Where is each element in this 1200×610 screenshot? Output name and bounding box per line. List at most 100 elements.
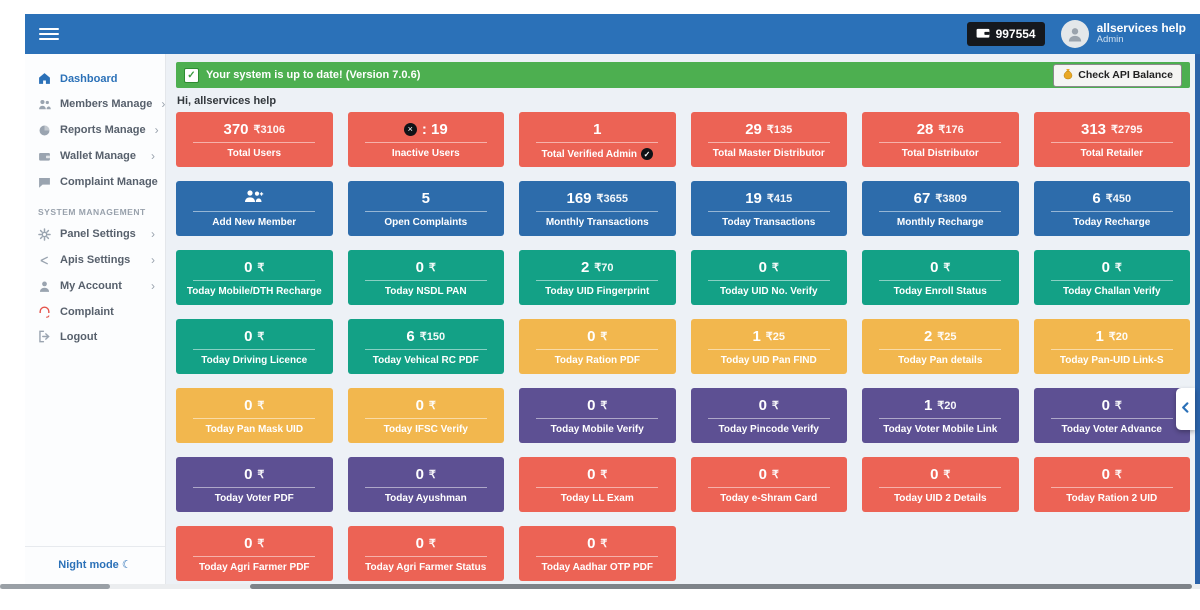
settings-panel-toggle[interactable] (1176, 388, 1195, 430)
card-divider (707, 418, 830, 419)
stat-card[interactable]: 0 ₹ Today Driving Licence (176, 319, 333, 374)
scrollbar-thumb[interactable] (0, 584, 110, 589)
user-menu[interactable]: allservices help Admin (1097, 21, 1186, 47)
stat-label-text: Today Pan details (898, 355, 983, 366)
stat-value: 0 (758, 465, 767, 483)
stat-label: Total Distributor (862, 148, 1019, 159)
stat-label-text: Today Vehical RC PDF (372, 355, 479, 366)
sidebar-item-dashboard[interactable]: Dashboard (25, 66, 165, 91)
sidebar-item-my-account[interactable]: My Account › (25, 273, 165, 299)
stat-card[interactable]: 0 ₹ Today Enroll Status (862, 250, 1019, 305)
stat-label: Today Mobile/DTH Recharge (176, 286, 333, 297)
stat-card[interactable]: 5 Open Complaints (347, 181, 505, 236)
hamburger-menu-icon[interactable] (39, 28, 59, 40)
sidebar-item-logout[interactable]: Logout (25, 324, 165, 349)
sidebar-item-label: Wallet Manage (60, 150, 136, 162)
stat-card[interactable]: 0 ₹ Today Pincode Verify (690, 388, 847, 443)
stat-card[interactable]: 1 Total Verified Admin ✓ (519, 112, 676, 167)
stat-card[interactable]: 0 ₹ Today Mobile/DTH Recharge (176, 250, 333, 305)
chevron-right-icon: › (151, 253, 155, 267)
stat-card[interactable]: 0 ₹ Today e-Shram Card (690, 457, 847, 512)
scrollbar-thumb[interactable] (250, 584, 1192, 589)
stat-card[interactable]: 2 ₹70 Today UID Fingerprint (519, 250, 676, 305)
stat-card[interactable]: 1 ₹20 Today Pan-UID Link-S (1033, 319, 1190, 374)
sidebar-item-label: Panel Settings (60, 228, 136, 240)
stat-label-text: Today Ayushman (384, 493, 467, 504)
sidebar-item-apis-settings[interactable]: Apis Settings › (25, 247, 165, 273)
stat-amount: ₹ (428, 261, 436, 274)
sidebar-item-complaint[interactable]: Complaint (25, 299, 165, 324)
stat-card[interactable]: 1 ₹20 Today Voter Mobile Link (862, 388, 1019, 443)
stat-amount: ₹ (771, 399, 779, 412)
stat-card[interactable]: 0 ₹ Today LL Exam (519, 457, 676, 512)
sidebar-item-wallet-manage[interactable]: Wallet Manage › (25, 143, 165, 169)
sidebar-item-members-manage[interactable]: Members Manage › (25, 91, 165, 117)
stat-card[interactable]: 6 ₹150 Today Vehical RC PDF (347, 319, 504, 374)
stat-card[interactable]: Add New Member (176, 181, 333, 236)
stat-card[interactable]: 313 ₹2795 Total Retailer (1033, 112, 1190, 167)
stat-value: 0 (587, 327, 596, 345)
stat-card[interactable]: 0 ₹ Today UID 2 Details (862, 457, 1019, 512)
stat-card[interactable]: 29 ₹135 Total Master Distributor (690, 112, 847, 167)
sidebar-item-reports-manage[interactable]: Reports Manage › (25, 117, 165, 143)
stat-card[interactable]: 19 ₹415 Today Transactions (690, 181, 847, 236)
stat-card[interactable]: 6 ₹450 Today Recharge (1033, 181, 1190, 236)
stat-label-text: Today UID Pan FIND (720, 355, 817, 366)
sidebar-item-complaint-manage[interactable]: Complaint Manage› (25, 169, 171, 195)
add-member-icon (243, 188, 265, 209)
stat-label: Today Pan Mask UID (176, 424, 333, 435)
card-divider (1050, 487, 1173, 488)
stat-amount: ₹ (1114, 468, 1122, 481)
stat-card[interactable]: 0 ₹ Today IFSC Verify (347, 388, 504, 443)
stats-grid: 370 ₹3106 Total Users ×: 19 Inactive Users 1 T… (176, 112, 1190, 581)
stat-label: Total Verified Admin ✓ (519, 148, 676, 160)
card-divider (879, 280, 1002, 281)
check-api-balance-button[interactable]: Check API Balance (1053, 63, 1182, 87)
stat-value: 1 (923, 396, 933, 414)
stat-card[interactable]: 0 ₹ Today Agri Farmer Status (347, 526, 504, 581)
stat-label: Today Challan Verify (1034, 286, 1191, 297)
wallet-balance-badge[interactable]: 997554 (966, 22, 1045, 46)
stat-card[interactable]: 169 ₹3655 Monthly Transactions (519, 181, 676, 236)
check-api-balance-label: Check API Balance (1078, 69, 1173, 81)
stat-label-text: Today Ration 2 UID (1066, 493, 1158, 504)
stat-value: 0 (1101, 396, 1110, 414)
stat-card[interactable]: 0 ₹ Today Ration 2 UID (1033, 457, 1190, 512)
card-divider (193, 142, 316, 143)
stat-amount: ₹ (600, 537, 608, 550)
stat-card[interactable]: 67 ₹3809 Monthly Recharge (862, 181, 1019, 236)
stat-card[interactable]: 0 ₹ Today Aadhar OTP PDF (519, 526, 676, 581)
card-divider (1050, 349, 1173, 350)
stat-card[interactable]: 0 ₹ Today Challan Verify (1033, 250, 1191, 305)
card-divider (1050, 211, 1173, 212)
right-scrollbar[interactable] (1195, 54, 1200, 584)
sidebar-menu: Dashboard Members Manage › Reports Manage › W… (25, 54, 171, 349)
stat-label: Today Enroll Status (862, 286, 1019, 297)
card-divider (707, 487, 830, 488)
user-avatar[interactable] (1060, 20, 1089, 48)
stat-value: 0 (930, 258, 939, 276)
stat-card[interactable]: 0 ₹ Today Ration PDF (519, 319, 676, 374)
stat-card[interactable]: 28 ₹176 Total Distributor (862, 112, 1019, 167)
stat-card[interactable]: 0 ₹ Today UID No. Verify (690, 250, 847, 305)
stat-card[interactable]: ×: 19 Inactive Users (347, 112, 505, 167)
stat-card[interactable]: 0 ₹ Today NSDL PAN (347, 250, 504, 305)
card-divider (1050, 280, 1173, 281)
card-divider (536, 349, 659, 350)
stat-label: Inactive Users (348, 148, 505, 159)
stat-card[interactable]: 370 ₹3106 Total Users (176, 112, 333, 167)
night-mode-toggle[interactable]: Night mode ☾ (25, 546, 165, 584)
sidebar-item-panel-settings[interactable]: Panel Settings › (25, 221, 165, 247)
horizontal-scrollbar[interactable] (0, 584, 1200, 589)
stat-label: Open Complaints (348, 217, 505, 228)
stat-card[interactable]: 0 ₹ Today Voter PDF (176, 457, 333, 512)
stat-label-text: Total Master Distributor (712, 148, 825, 159)
stat-card[interactable]: 0 ₹ Today Voter Advance (1033, 388, 1190, 443)
stat-card[interactable]: 0 ₹ Today Agri Farmer PDF (176, 526, 333, 581)
stat-card[interactable]: 1 ₹25 Today UID Pan FIND (690, 319, 847, 374)
stat-card[interactable]: 2 ₹25 Today Pan details (862, 319, 1019, 374)
stat-card[interactable]: 0 ₹ Today Ayushman (347, 457, 504, 512)
stat-card[interactable]: 0 ₹ Today Pan Mask UID (176, 388, 333, 443)
card-divider (193, 487, 316, 488)
stat-card[interactable]: 0 ₹ Today Mobile Verify (519, 388, 676, 443)
